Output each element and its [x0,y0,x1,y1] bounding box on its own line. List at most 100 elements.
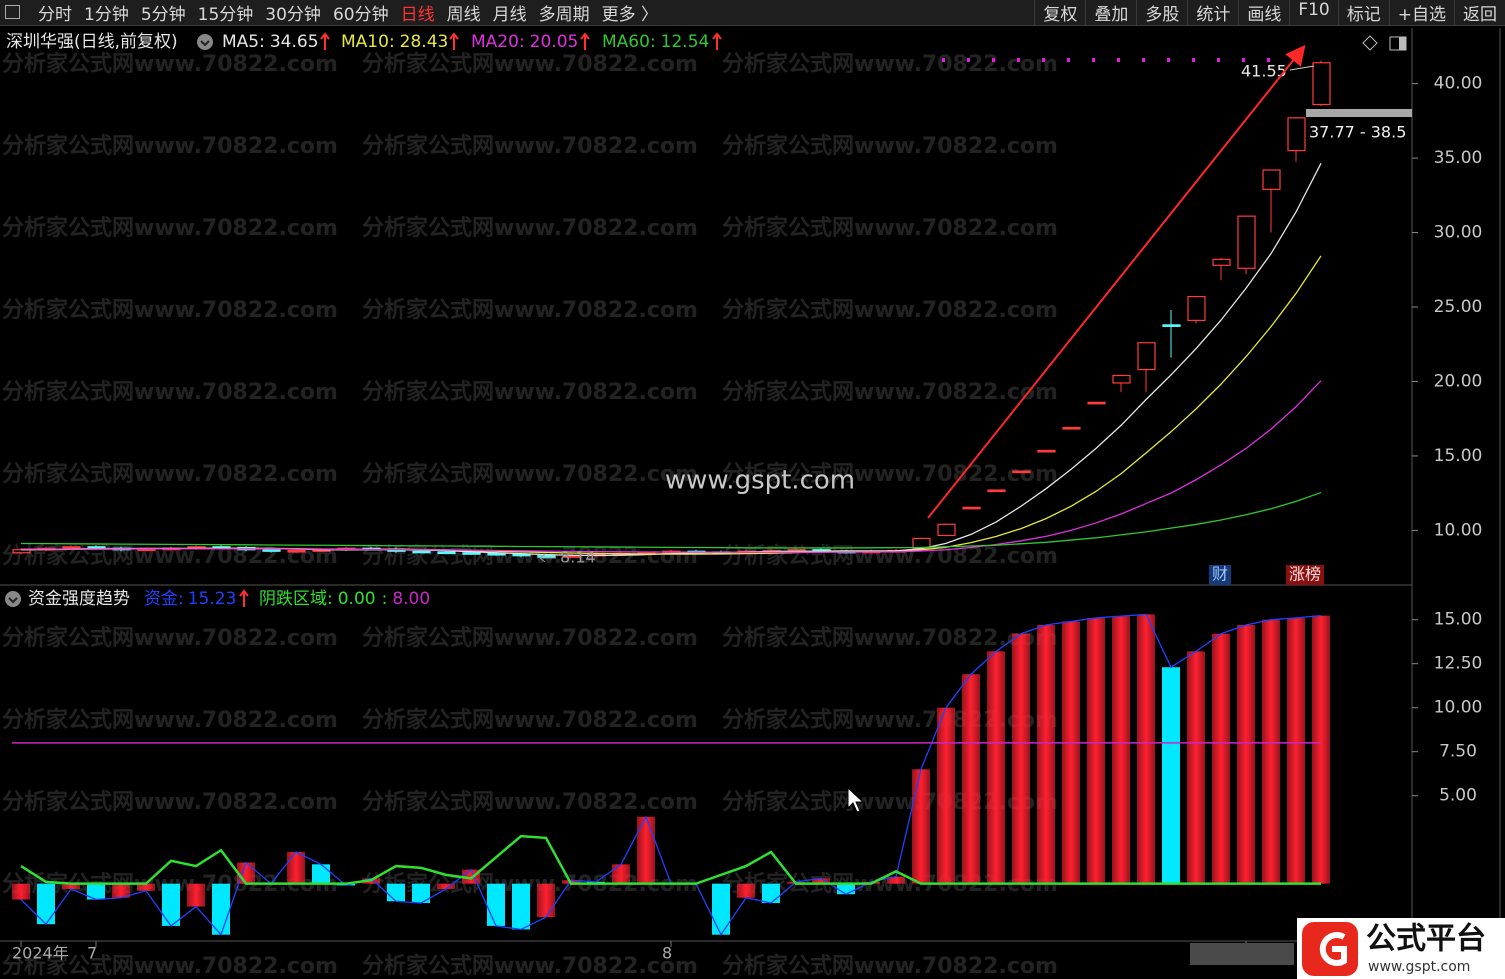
bar [887,876,905,884]
tool-button[interactable]: 统计 [1187,0,1238,25]
draw-icon[interactable] [1362,35,1378,51]
gap-label: 37.77 - 38.5 [1309,123,1406,142]
date-box [1190,943,1294,965]
settings-icon-chevron [200,40,210,47]
x-tick-label: 8 [662,944,672,963]
tool-button[interactable]: 多股 [1136,0,1187,25]
legend-separator: : [178,589,184,609]
settings-icon[interactable] [5,591,21,607]
period-tab[interactable]: 日线 [400,5,435,25]
y-tick-label: 40.00 [1434,74,1483,94]
legend-value: 8.00 [392,589,430,609]
menu-icon[interactable] [5,5,20,19]
period-tab[interactable]: 30分钟 [265,5,321,25]
candle-body [437,551,456,555]
candle-body [287,549,306,553]
ma-line [21,380,1322,553]
ma-line [20,491,1322,549]
chart-title: 深圳华强(日线,前复权) [6,32,178,52]
pointer-head [539,553,546,563]
bar [987,651,1005,884]
y-tick-label: 30.00 [1434,223,1483,243]
candle-body [62,546,81,549]
bar [1312,615,1330,884]
bar [537,883,555,918]
bar [1087,617,1105,884]
watermark: 分析家公式网www.70822.com [2,789,338,815]
period-tab[interactable]: 分时 [38,5,72,25]
period-tab[interactable]: 周线 [446,5,481,25]
bar [62,883,80,889]
tool-button[interactable]: 叠加 [1085,0,1136,25]
tool-button[interactable]: +自选 [1388,0,1454,25]
legend-name: MA20 [471,32,519,52]
bar [387,883,405,902]
legend-separator: : [389,32,395,52]
legend-name: MA5 [222,32,259,52]
mouse-cursor [847,786,865,813]
tool-button[interactable]: F10 [1289,0,1337,25]
up-arrow-head [712,32,722,40]
watermark: 分析家公式网www.70822.com [362,51,698,77]
bar [1012,633,1030,884]
period-tab[interactable]: 60分钟 [332,5,389,25]
y-tick-label: 15.00 [1434,446,1483,466]
badge: 财 [1212,565,1228,584]
legend-value: 0.00 [338,589,376,609]
badge-bg [1286,565,1324,585]
toolbar: 分时 1分钟 5分钟 15分钟 30分钟 60分钟 日线 周线 月线 多周期 更多 〉 复权 叠加 多股… [0,0,1505,26]
candle-body [1062,426,1081,430]
up-arrow-head [449,32,459,40]
bar [1037,624,1055,884]
candle-body [1037,449,1056,453]
tool-buttons: 复权 叠加 多股 统计 画线 F10 标记 +自选 返回 [1034,0,1505,25]
candle-body [1112,374,1131,384]
bar [812,878,830,884]
tool-button[interactable]: 复权 [1034,0,1085,25]
period-tab[interactable]: 5分钟 [140,5,186,25]
bar [137,883,155,891]
tool-button[interactable]: 标记 [1337,0,1389,25]
bar [287,852,305,884]
bar [1237,624,1255,884]
legend-separator: : [327,589,333,609]
legend-value: 28.43 [400,32,449,52]
settings-icon[interactable] [197,34,213,50]
y-tick-label: 5.00 [1439,786,1477,806]
axes: 10.00 15.00 20.00 25.00 30.00 35.00 40.00 深圳华强(… [6,32,1482,963]
up-arrow-head [320,32,330,40]
tool-button[interactable]: 返回 [1454,0,1505,25]
candle-body [1262,169,1281,190]
candle-body [1312,62,1331,106]
watermark: 分析家公式网www.70822.com [722,543,1058,569]
period-tab[interactable]: 月线 [492,5,527,25]
period-tabs: 分时 1分钟 5分钟 15分钟 30分钟 60分钟 日线 周线 月线 多周期 更多 〉 [38,0,658,25]
up-arrow-head [580,32,590,40]
badge: 涨榜 [1289,565,1321,584]
bar [612,864,630,884]
bar [962,674,980,884]
legend-name: MA60 [602,32,650,52]
watermark: 分析家公式网www.70822.com [362,789,698,815]
watermark: 分析家公式网www.70822.com [362,707,698,733]
x-tick-label: 2024年 [12,944,69,963]
legend-name: 资金 [144,589,178,609]
period-tab[interactable]: 15分钟 [197,5,254,25]
tool-button[interactable]: 画线 [1238,0,1289,25]
period-tab[interactable]: 多周期 [538,5,590,25]
period-tab[interactable]: 1分钟 [84,5,129,25]
candle-body [412,550,431,554]
watermark: 分析家公式网www.70822.com [722,297,1058,323]
bar [837,883,855,895]
bar [412,883,430,904]
price-panel: www.gspt.com 37.77 - 38.5 8.14 [12,60,1406,567]
period-tab[interactable]: 更多 〉 [601,5,658,25]
bar [37,883,55,925]
watermark: 分析家公式网www.70822.com [362,379,698,405]
candle-body [462,552,481,555]
legend-entry: MA60: 12.54 [602,32,709,52]
candle-body [1287,117,1306,152]
watermark: 分析家公式网www.70822.com [362,133,698,159]
